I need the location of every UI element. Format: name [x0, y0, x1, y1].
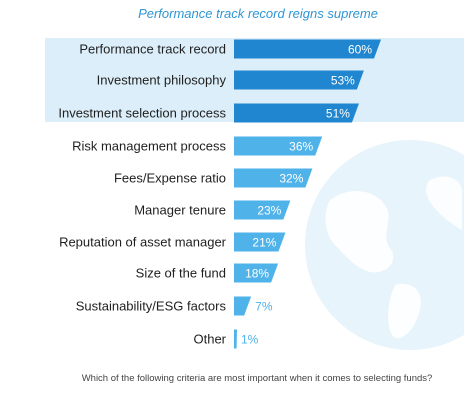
chart-title: Performance track record reigns supreme [138, 6, 378, 21]
bar [234, 200, 291, 220]
value-label: 36% [289, 140, 313, 154]
bar [234, 39, 381, 59]
category-label: Fees/Expense ratio [114, 171, 226, 186]
bar [234, 136, 323, 156]
value-label: 60% [348, 43, 372, 57]
bar [234, 296, 252, 316]
chart-caption: Which of the following criteria are most… [82, 373, 433, 384]
bar [234, 70, 364, 90]
bar [234, 103, 359, 123]
category-label: Size of the fund [136, 266, 226, 281]
category-label: Manager tenure [134, 203, 226, 218]
globe-illustration [305, 140, 464, 350]
bar [234, 232, 286, 252]
category-label: Sustainability/ESG factors [76, 299, 227, 314]
category-label: Other [193, 332, 226, 347]
value-label: 51% [326, 107, 350, 121]
value-label: 21% [252, 236, 276, 250]
value-label: 32% [279, 172, 303, 186]
category-label: Performance track record [79, 42, 226, 57]
bar [234, 263, 279, 283]
bar [234, 329, 237, 349]
value-label: 18% [245, 267, 269, 281]
value-label: 1% [241, 333, 259, 347]
bar [234, 168, 313, 188]
category-label: Investment selection process [58, 106, 226, 121]
value-label: 53% [331, 74, 355, 88]
value-label: 23% [257, 204, 281, 218]
category-label: Reputation of asset manager [59, 235, 227, 250]
category-label: Risk management process [72, 139, 226, 154]
bars-group: Performance track record 60% Investment ph… [58, 39, 381, 349]
category-label: Investment philosophy [97, 73, 227, 88]
value-label: 7% [255, 300, 273, 314]
